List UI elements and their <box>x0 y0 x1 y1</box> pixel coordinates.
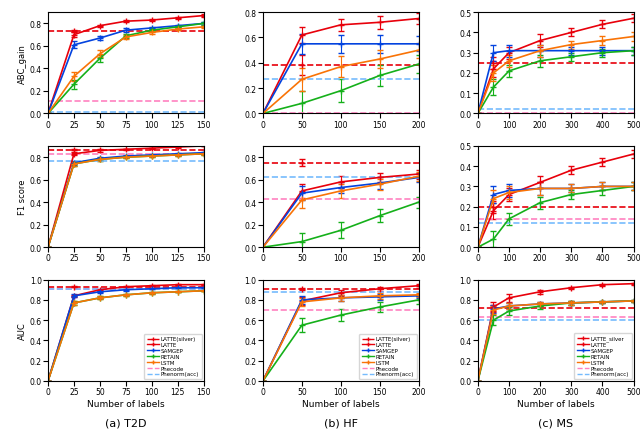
Y-axis label: AUC: AUC <box>18 321 27 339</box>
Y-axis label: ABC_gain: ABC_gain <box>18 44 27 84</box>
X-axis label: Number of labels: Number of labels <box>302 399 380 408</box>
Legend: LATTE_silver, LATTE, SAMGEP, RETAIN, LSTM, Phecode, Phenorm(acc): LATTE_silver, LATTE, SAMGEP, RETAIN, LST… <box>574 333 632 379</box>
X-axis label: Number of labels: Number of labels <box>517 399 595 408</box>
Y-axis label: F1 score: F1 score <box>18 180 27 215</box>
Title: (a) T2D: (a) T2D <box>105 417 147 427</box>
Legend: LATTE(silver), LATTE, SAMGEP, RETAIN, LSTM, Phecode, Phenorm(acc): LATTE(silver), LATTE, SAMGEP, RETAIN, LS… <box>359 334 417 379</box>
Title: (b) HF: (b) HF <box>324 417 358 427</box>
Legend: LATTE(silver), LATTE, SAMGEP, RETAIN, LSTM, Phecode, Phenorm(acc): LATTE(silver), LATTE, SAMGEP, RETAIN, LS… <box>144 334 202 379</box>
X-axis label: Number of labels: Number of labels <box>87 399 164 408</box>
Title: (c) MS: (c) MS <box>538 417 573 427</box>
